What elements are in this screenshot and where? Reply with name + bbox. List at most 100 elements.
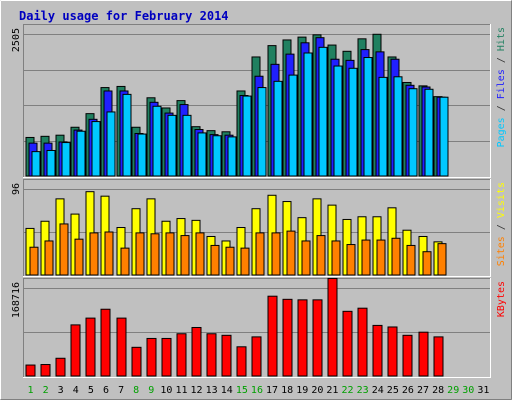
bar-pages-day-20 bbox=[318, 46, 328, 177]
bar-pages-day-1 bbox=[31, 151, 41, 177]
bar-pages-day-9 bbox=[152, 105, 162, 177]
x-tick-label-day-7: 7 bbox=[118, 385, 124, 396]
axis-label-part: Hits bbox=[496, 27, 507, 51]
bar-pages-day-17 bbox=[273, 80, 283, 177]
x-tick-label-day-30: 30 bbox=[462, 385, 474, 396]
series-axis-label: Pages / Files / Hits bbox=[496, 27, 507, 147]
panel-pages-files-hits: 2505 Pages / Files / Hits bbox=[11, 24, 507, 178]
bar-kbytes-day-8 bbox=[131, 346, 142, 377]
bar-pages-day-19 bbox=[303, 52, 313, 177]
bar-pages-day-21 bbox=[333, 65, 343, 177]
x-tick-label-day-3: 3 bbox=[58, 385, 64, 396]
bar-pages-day-27 bbox=[424, 88, 434, 177]
panel-visits-sites: 96 Sites / Visits bbox=[11, 179, 507, 277]
bar-pages-day-8 bbox=[137, 133, 147, 177]
bar-kbytes-day-18 bbox=[282, 298, 293, 377]
bar-pages-day-3 bbox=[61, 142, 71, 177]
x-tick-label-day-2: 2 bbox=[43, 385, 49, 396]
bar-pages-day-11 bbox=[182, 114, 192, 177]
x-tick-label-day-10: 10 bbox=[160, 385, 172, 396]
bar-pages-day-18 bbox=[288, 74, 298, 177]
bar-sites-day-2 bbox=[44, 240, 54, 276]
bar-pages-day-12 bbox=[197, 132, 207, 177]
bar-kbytes-day-6 bbox=[100, 308, 111, 377]
x-tick-label-day-27: 27 bbox=[417, 385, 429, 396]
bar-kbytes-day-28 bbox=[433, 336, 444, 377]
bar-kbytes-day-20 bbox=[312, 299, 323, 377]
bar-sites-day-8 bbox=[135, 232, 145, 276]
bar-kbytes-day-2 bbox=[40, 364, 51, 377]
bar-kbytes-day-23 bbox=[357, 307, 368, 377]
x-tick-label-day-9: 9 bbox=[148, 385, 154, 396]
bar-pages-day-24 bbox=[378, 76, 388, 177]
bar-sites-day-19 bbox=[301, 240, 311, 276]
bar-kbytes-day-27 bbox=[418, 331, 429, 377]
bar-sites-day-10 bbox=[165, 232, 175, 276]
bar-kbytes-day-4 bbox=[70, 324, 81, 377]
bar-pages-day-5 bbox=[91, 121, 101, 177]
bar-kbytes-day-3 bbox=[55, 357, 66, 377]
x-tick-label-day-21: 21 bbox=[326, 385, 338, 396]
x-tick-label-day-6: 6 bbox=[103, 385, 109, 396]
bar-sites-day-23 bbox=[361, 239, 371, 276]
x-tick-label-day-11: 11 bbox=[175, 385, 187, 396]
bar-pages-day-7 bbox=[122, 93, 132, 177]
max-label: 2505 bbox=[11, 28, 22, 52]
bar-kbytes-day-26 bbox=[402, 334, 413, 377]
bar-sites-day-27 bbox=[422, 251, 432, 276]
axis-label-part: / bbox=[496, 218, 507, 236]
bar-kbytes-day-7 bbox=[116, 317, 127, 377]
bar-kbytes-day-10 bbox=[161, 337, 172, 377]
x-tick-label-day-15: 15 bbox=[236, 385, 248, 396]
bar-kbytes-day-5 bbox=[85, 317, 96, 377]
axis-label-part: KBytes bbox=[496, 281, 507, 317]
bar-pages-day-26 bbox=[408, 88, 418, 177]
bar-pages-day-16 bbox=[257, 87, 267, 177]
bar-sites-day-26 bbox=[406, 244, 416, 276]
axis-label-part: / bbox=[496, 99, 507, 117]
axis-label-part: Files bbox=[496, 69, 507, 99]
bar-pages-day-6 bbox=[106, 111, 116, 177]
bar-pages-day-22 bbox=[348, 67, 358, 177]
x-tick-label-day-25: 25 bbox=[387, 385, 399, 396]
x-tick-label-day-18: 18 bbox=[281, 385, 293, 396]
bar-sites-day-17 bbox=[271, 232, 281, 276]
bar-pages-day-15 bbox=[242, 95, 252, 177]
bar-sites-day-5 bbox=[89, 232, 99, 276]
bar-sites-day-11 bbox=[180, 235, 190, 276]
axis-label-part: Visits bbox=[496, 182, 507, 218]
bar-kbytes-day-9 bbox=[146, 337, 157, 377]
bar-sites-day-25 bbox=[391, 237, 401, 276]
bar-kbytes-day-16 bbox=[251, 336, 262, 377]
bar-sites-day-22 bbox=[346, 244, 356, 276]
x-tick-label-day-24: 24 bbox=[372, 385, 384, 396]
bar-kbytes-day-14 bbox=[221, 334, 232, 377]
x-tick-label-day-12: 12 bbox=[191, 385, 203, 396]
bar-pages-day-25 bbox=[393, 76, 403, 177]
axis-label-part: / bbox=[496, 51, 507, 69]
bar-sites-day-14 bbox=[225, 246, 235, 276]
x-tick-label-day-13: 13 bbox=[206, 385, 218, 396]
bar-kbytes-day-24 bbox=[372, 324, 383, 377]
series-axis-label: Sites / Visits bbox=[496, 182, 507, 266]
bar-kbytes-day-19 bbox=[297, 299, 308, 377]
bar-pages-day-23 bbox=[363, 57, 373, 177]
bar-kbytes-day-15 bbox=[236, 346, 247, 377]
bar-sites-day-28 bbox=[437, 243, 447, 276]
bar-sites-day-7 bbox=[120, 247, 130, 276]
axis-label-part: Pages bbox=[496, 117, 507, 147]
bar-sites-day-1 bbox=[29, 246, 39, 276]
panel-kbytes: 168716 KBytes bbox=[11, 277, 507, 378]
x-tick-label-day-28: 28 bbox=[432, 385, 444, 396]
x-tick-label-day-29: 29 bbox=[447, 385, 459, 396]
x-tick-label-day-4: 4 bbox=[73, 385, 79, 396]
x-tick-label-day-26: 26 bbox=[402, 385, 414, 396]
bar-kbytes-day-1 bbox=[25, 364, 36, 377]
bar-pages-day-10 bbox=[167, 114, 177, 177]
bar-kbytes-day-21 bbox=[327, 277, 338, 377]
x-tick-label-day-23: 23 bbox=[357, 385, 369, 396]
bar-sites-day-9 bbox=[150, 233, 160, 276]
bar-sites-day-16 bbox=[255, 232, 265, 276]
x-axis: 1 2 3 4 5 6 7 8 9 10 11 12 13 14 15 16 17 18 19 20 21 22 23 24 2… bbox=[27, 385, 489, 396]
